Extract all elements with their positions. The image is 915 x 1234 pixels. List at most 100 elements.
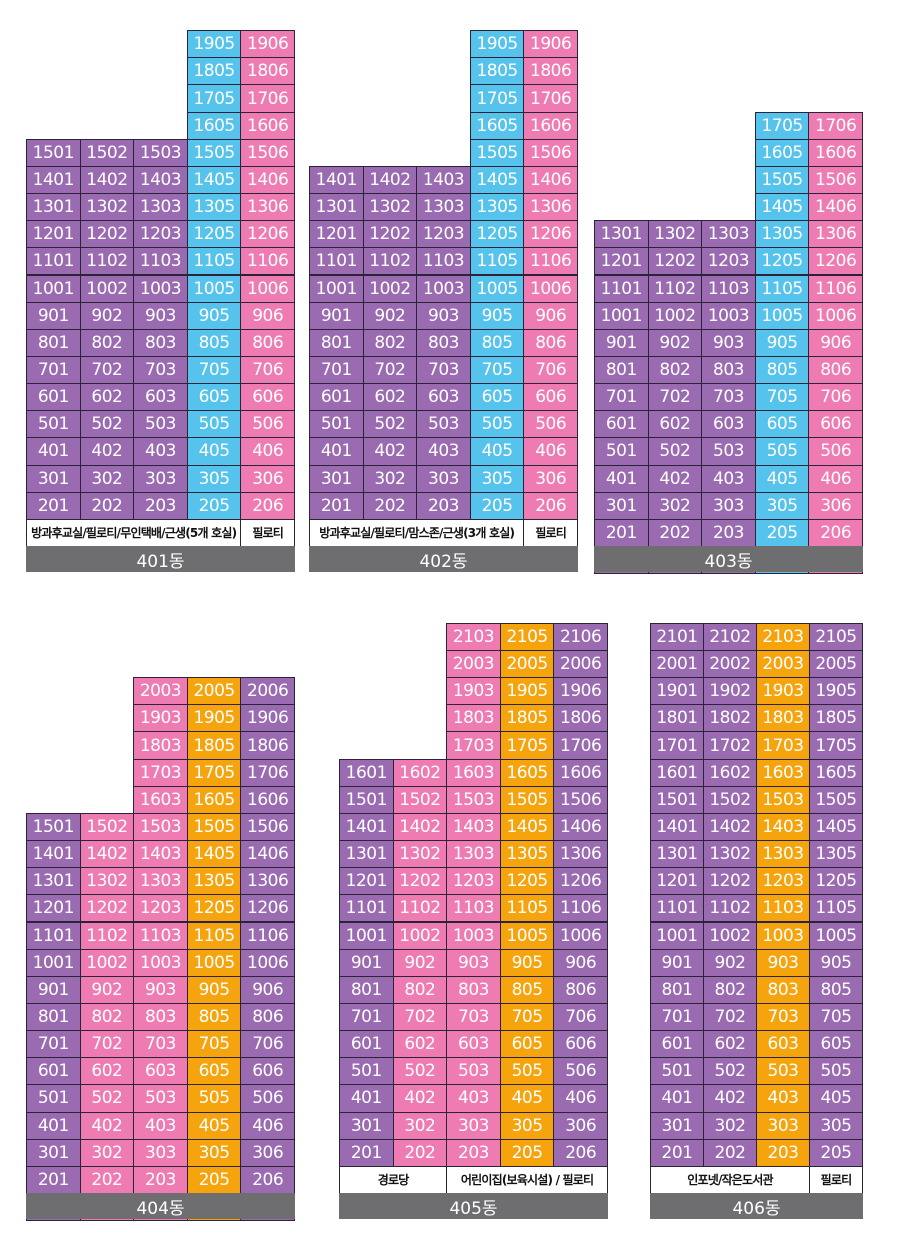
unit-cell: 1502 xyxy=(79,812,135,842)
unit-cell: 1606 xyxy=(240,785,295,814)
unit-cell: 1102 xyxy=(392,894,448,923)
unit-cell: 1102 xyxy=(79,921,135,950)
unit-cell: 2005 xyxy=(809,650,863,679)
unit-cell: 1303 xyxy=(416,193,471,222)
unit-cell: 1905 xyxy=(499,677,555,706)
unit-cell: 506 xyxy=(523,410,578,439)
unit-cell: 2005 xyxy=(186,677,242,706)
unit-cell: 505 xyxy=(186,1084,242,1113)
unit-cell: 1401 xyxy=(339,812,394,842)
unit-cell: 1106 xyxy=(553,894,608,923)
unit-cell: 401 xyxy=(339,1084,394,1113)
unit-cell: 1306 xyxy=(240,867,295,896)
unit-cell: 1205 xyxy=(499,867,555,896)
unit-cell: 1303 xyxy=(446,840,501,869)
unit-cell: 1805 xyxy=(809,704,863,733)
unit-cell: 201 xyxy=(650,1138,704,1167)
unit-cell: 1802 xyxy=(703,704,757,733)
unit-cell: 1306 xyxy=(240,193,295,222)
unit-cell: 301 xyxy=(26,464,81,493)
unit-cell: 2006 xyxy=(240,677,295,706)
unit-cell: 706 xyxy=(808,383,863,412)
unit-cell: 802 xyxy=(79,328,135,357)
unit-cell: 1101 xyxy=(594,274,649,303)
building-name-label: 404동 xyxy=(26,1193,295,1219)
unit-cell: 2005 xyxy=(499,650,555,679)
unit-cell: 203 xyxy=(133,491,188,520)
unit-cell: 901 xyxy=(594,328,649,357)
unit-cell: 1001 xyxy=(594,301,649,330)
unit-cell: 706 xyxy=(553,1002,608,1032)
unit-cell: 701 xyxy=(26,1030,81,1059)
unit-cell: 1103 xyxy=(701,274,756,303)
unit-cell: 2003 xyxy=(133,677,188,706)
unit-cell: 1103 xyxy=(133,247,188,276)
unit-cell: 502 xyxy=(392,1057,448,1086)
unit-cell: 1202 xyxy=(647,247,703,276)
unit-cell: 402 xyxy=(79,437,135,466)
unit-cell: 1406 xyxy=(240,840,295,869)
unit-cell: 1202 xyxy=(79,220,135,249)
unit-cell: 1103 xyxy=(446,894,501,923)
unit-cell: 2006 xyxy=(553,650,608,679)
unit-cell: 802 xyxy=(79,1002,135,1032)
unit-cell: 905 xyxy=(186,301,242,330)
unit-cell: 1505 xyxy=(809,785,863,814)
unit-cell: 406 xyxy=(240,1111,295,1140)
unit-cell: 603 xyxy=(133,1057,188,1086)
unit-cell: 501 xyxy=(26,410,81,439)
unit-cell: 506 xyxy=(240,1084,295,1113)
unit-cell: 301 xyxy=(309,464,364,493)
unit-cell: 901 xyxy=(650,948,704,977)
unit-cell: 806 xyxy=(808,355,863,385)
unit-cell: 406 xyxy=(553,1084,608,1113)
unit-cell: 401 xyxy=(650,1084,704,1113)
unit-cell: 1105 xyxy=(186,247,242,276)
unit-cell: 902 xyxy=(703,948,757,977)
unit-cell: 803 xyxy=(446,975,501,1004)
unit-cell: 403 xyxy=(416,437,471,466)
unit-cell: 1401 xyxy=(650,812,704,842)
unit-cell: 201 xyxy=(26,491,81,520)
unit-cell: 1305 xyxy=(469,193,525,222)
unit-cell: 1203 xyxy=(133,894,188,923)
unit-cell: 1506 xyxy=(523,138,578,167)
unit-cell: 705 xyxy=(469,355,525,385)
unit-cell: 1002 xyxy=(362,274,418,303)
unit-cell: 1606 xyxy=(240,111,295,140)
unit-cell: 203 xyxy=(133,1165,188,1194)
unit-cell: 602 xyxy=(392,1030,448,1059)
unit-cell: 1003 xyxy=(446,921,501,950)
unit-cell: 201 xyxy=(594,518,649,547)
unit-cell: 606 xyxy=(553,1030,608,1059)
unit-cell: 305 xyxy=(809,1111,863,1140)
unit-cell: 301 xyxy=(26,1138,81,1167)
unit-cell: 806 xyxy=(240,1002,295,1032)
unit-cell: 601 xyxy=(309,383,364,412)
unit-cell: 1405 xyxy=(186,840,242,869)
unit-cell: 1001 xyxy=(26,948,81,977)
unit-cell: 603 xyxy=(756,1030,810,1059)
unit-cell: 905 xyxy=(469,301,525,330)
unit-cell: 601 xyxy=(650,1030,704,1059)
unit-cell: 1505 xyxy=(186,812,242,842)
unit-cell: 701 xyxy=(339,1002,394,1032)
unit-cell: 1602 xyxy=(703,758,757,787)
unit-cell: 303 xyxy=(756,1111,810,1140)
unit-cell: 502 xyxy=(703,1057,757,1086)
unit-cell: 1006 xyxy=(523,274,578,303)
unit-cell: 1006 xyxy=(553,921,608,950)
unit-cell: 503 xyxy=(756,1057,810,1086)
unit-cell: 401 xyxy=(26,437,81,466)
unit-cell: 202 xyxy=(79,491,135,520)
unit-cell: 1303 xyxy=(756,840,810,869)
unit-cell: 1106 xyxy=(240,247,295,276)
unit-cell: 1102 xyxy=(79,247,135,276)
unit-cell: 1106 xyxy=(808,274,863,303)
unit-cell: 1806 xyxy=(240,731,295,760)
unit-cell: 603 xyxy=(446,1030,501,1059)
unit-cell: 903 xyxy=(446,948,501,977)
unit-cell: 1105 xyxy=(754,274,810,303)
unit-cell: 1306 xyxy=(808,220,863,249)
unit-cell: 503 xyxy=(701,437,756,466)
